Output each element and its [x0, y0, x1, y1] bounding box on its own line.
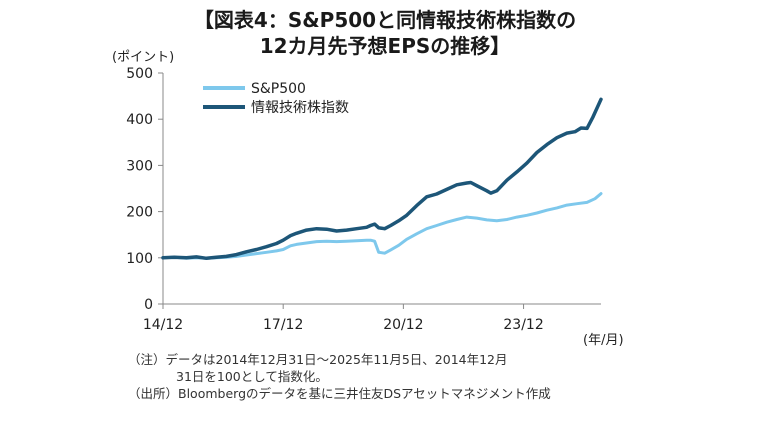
x-tick-label: 20/12: [383, 317, 423, 333]
x-tick-label: 23/12: [503, 317, 543, 333]
y-tick-label: 200: [126, 205, 153, 221]
series-line-sp500: [161, 192, 603, 260]
chart-title-line-2: 12カ月先予想EPSの推移】: [259, 34, 511, 58]
footnote-note-continued: 31日を100として指数化。: [176, 369, 328, 384]
chart-title-line-1: 【図表4：S&P500と同情報技術株指数の: [193, 8, 577, 32]
x-tick-label: 14/12: [143, 317, 183, 333]
x-axis-unit-label: (年/月): [583, 333, 624, 348]
y-tick-label: 0: [144, 297, 153, 313]
legend-entry-sp500-label: S&P500: [251, 81, 306, 97]
footnote-source: （出所）Bloombergのデータを基に三井住友DSアセットマネジメント作成: [128, 386, 551, 401]
y-tick-label: 400: [126, 112, 153, 128]
footnote-note: （注）データは2014年12月31日～2025年11月5日、2014年12月: [128, 352, 508, 367]
y-tick-label: 300: [126, 158, 153, 174]
y-tick-label: 500: [126, 66, 153, 82]
y-axis-unit-label: (ポイント): [112, 50, 175, 65]
y-tick-label: 100: [126, 251, 153, 267]
chart-legend: S&P500 情報技術株指数: [203, 81, 349, 116]
chart-axes: 0 100 200 300 400 500 14/12 17/12 20/12 23/12: [126, 66, 601, 333]
chart-lines: [161, 97, 603, 261]
legend-entry-tech-label: 情報技術株指数: [251, 100, 349, 116]
series-line-tech: [161, 97, 603, 261]
x-tick-label: 17/12: [263, 317, 303, 333]
